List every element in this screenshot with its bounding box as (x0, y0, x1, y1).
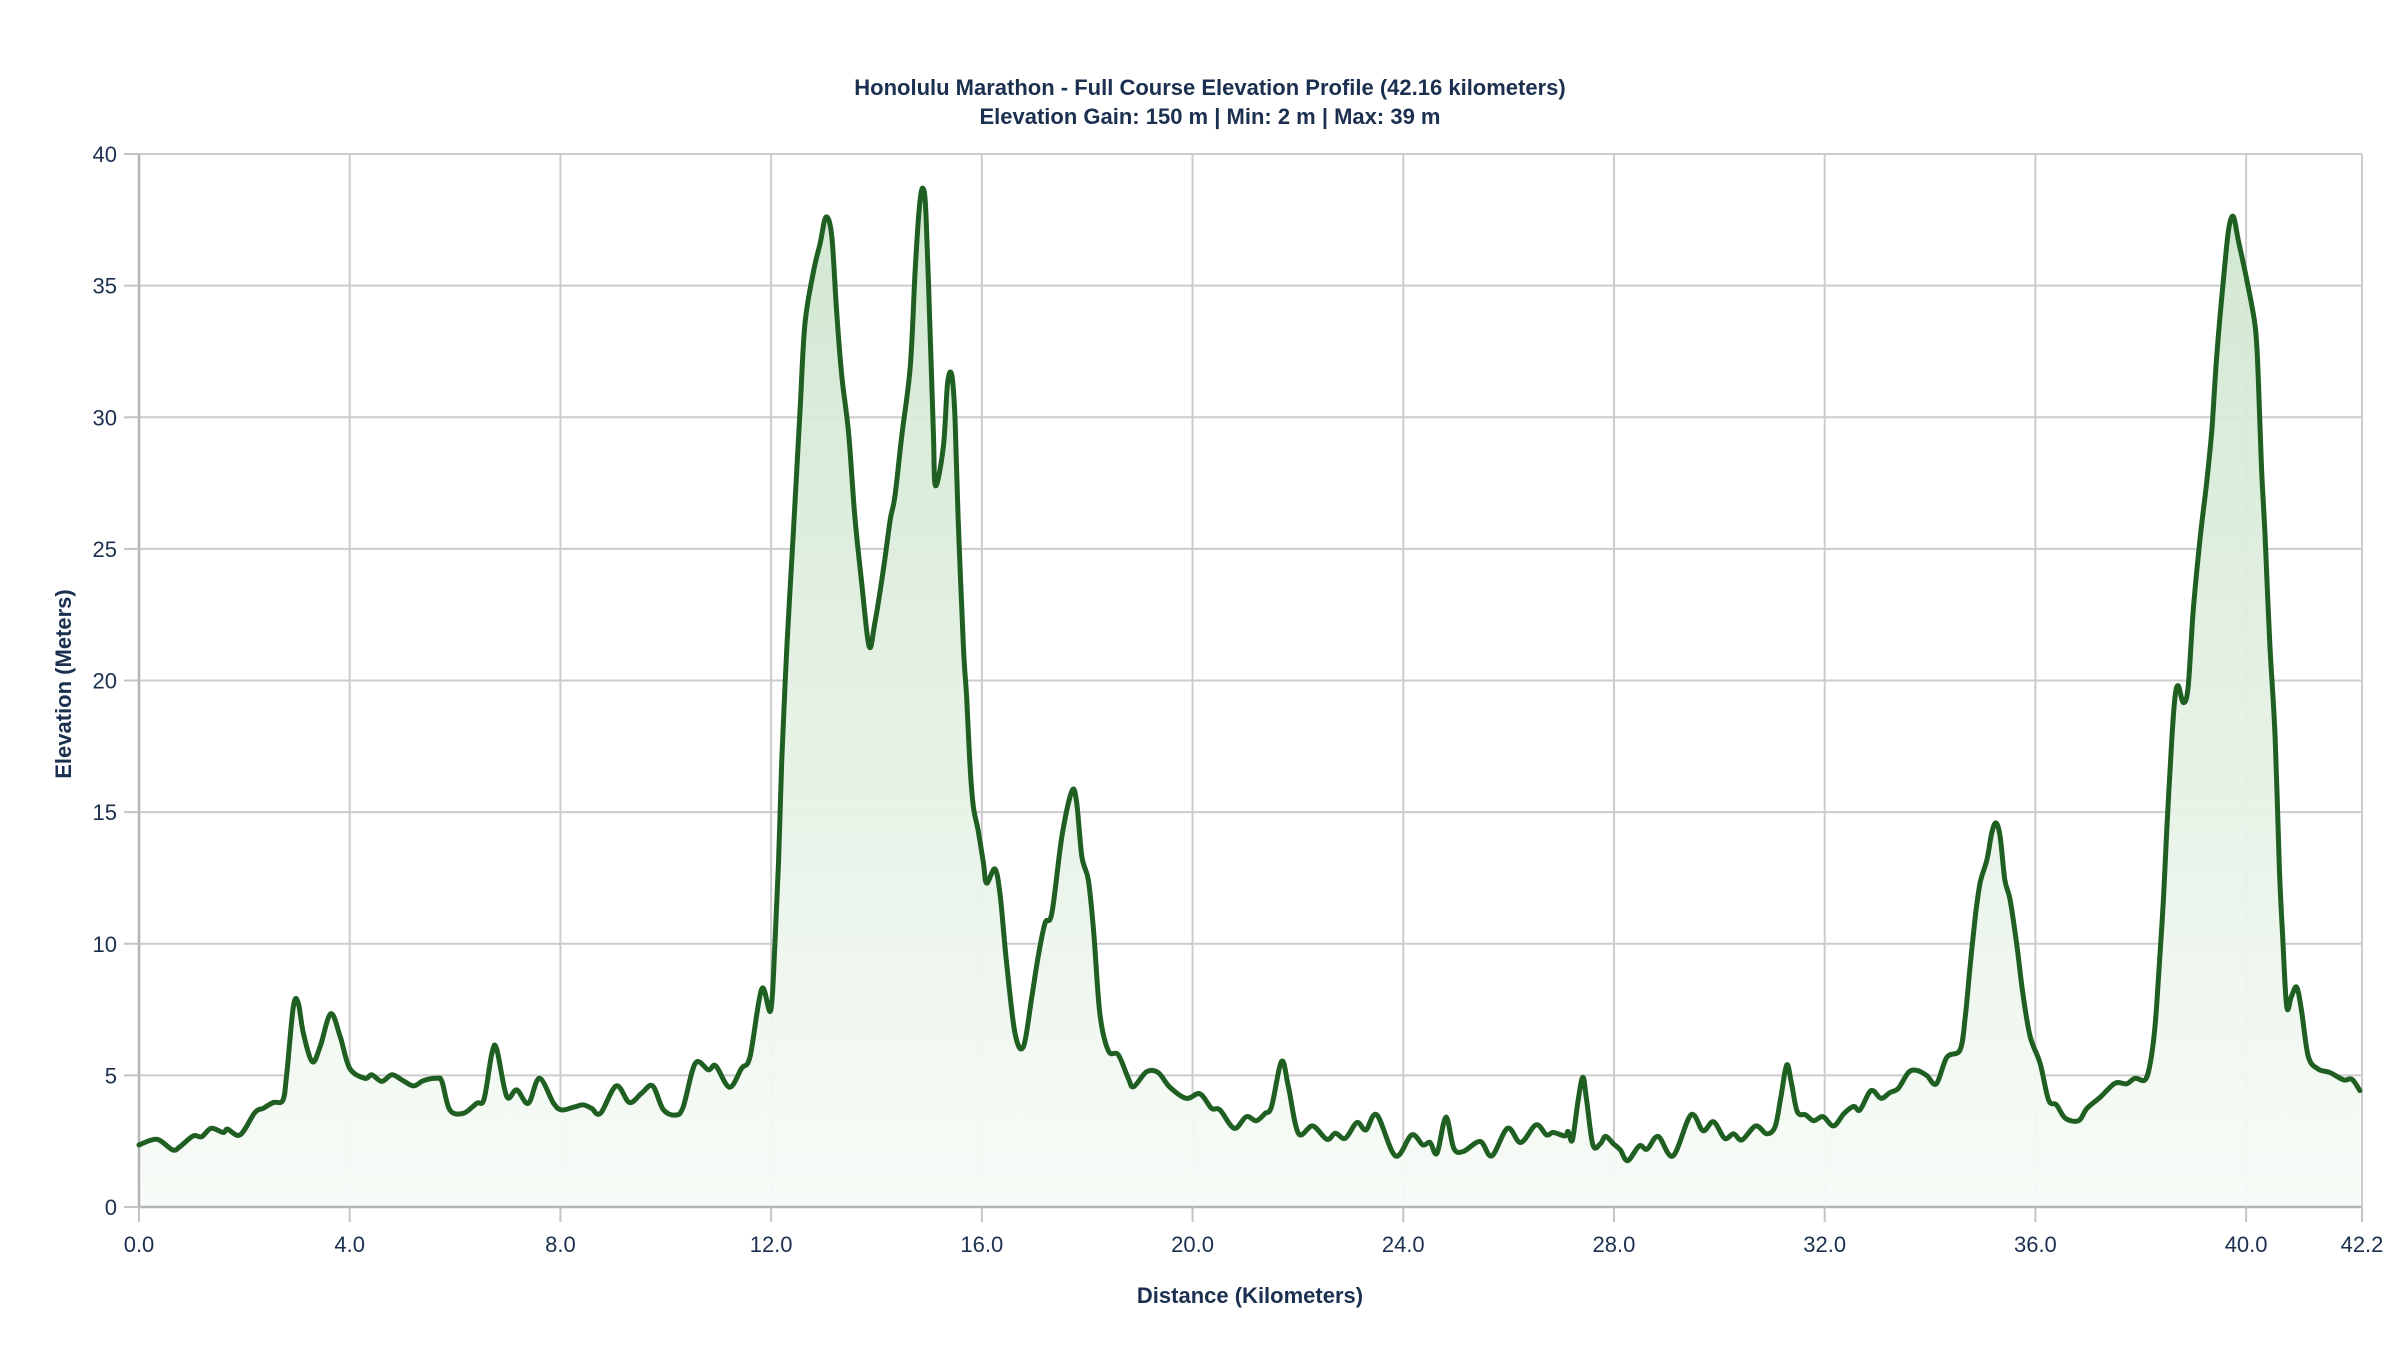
chart-title: Honolulu Marathon - Full Course Elevatio… (854, 75, 1565, 100)
elevation-area-fill (139, 188, 2360, 1208)
x-tick-label: 24.0 (1382, 1232, 1425, 1257)
x-tick-label: 32.0 (1803, 1232, 1846, 1257)
chart-subtitle: Elevation Gain: 150 m | Min: 2 m | Max: … (979, 104, 1440, 129)
x-tick-label: 28.0 (1593, 1232, 1636, 1257)
y-tick-label: 5 (105, 1063, 117, 1088)
x-tick-label: 20.0 (1171, 1232, 1214, 1257)
x-tick-label: 36.0 (2014, 1232, 2057, 1257)
x-tick-label: 0.0 (124, 1232, 155, 1257)
x-axis-title: Distance (Kilometers) (1137, 1283, 1363, 1308)
y-tick-label: 30 (93, 405, 117, 430)
y-tick-label: 35 (93, 274, 117, 299)
y-tick-label: 40 (93, 142, 117, 167)
y-tick-label: 10 (93, 932, 117, 957)
y-tick-label: 25 (93, 537, 117, 562)
x-tick-label: 8.0 (545, 1232, 576, 1257)
y-tick-label: 20 (93, 669, 117, 694)
x-tick-label: 4.0 (334, 1232, 365, 1257)
y-axis-title: Elevation (Meters) (51, 589, 76, 779)
x-tick-label: 16.0 (960, 1232, 1003, 1257)
y-tick-label: 0 (105, 1195, 117, 1220)
elevation-line-path (136, 185, 2363, 1164)
x-tick-label: 12.0 (750, 1232, 793, 1257)
y-tick-label: 15 (93, 800, 117, 825)
x-axis-ticks: 0.0 4.0 8.0 12.0 16.0 20.0 24.0 28.0 32.0 36.0 40.… (124, 1207, 2384, 1257)
x-tick-label: 42.2 (2341, 1232, 2384, 1257)
elevation-area (139, 188, 2360, 1208)
x-tick-label: 40.0 (2225, 1232, 2268, 1257)
y-axis-ticks: 0 5 10 15 20 25 30 35 40 (93, 142, 139, 1220)
elevation-line (136, 185, 2363, 1164)
